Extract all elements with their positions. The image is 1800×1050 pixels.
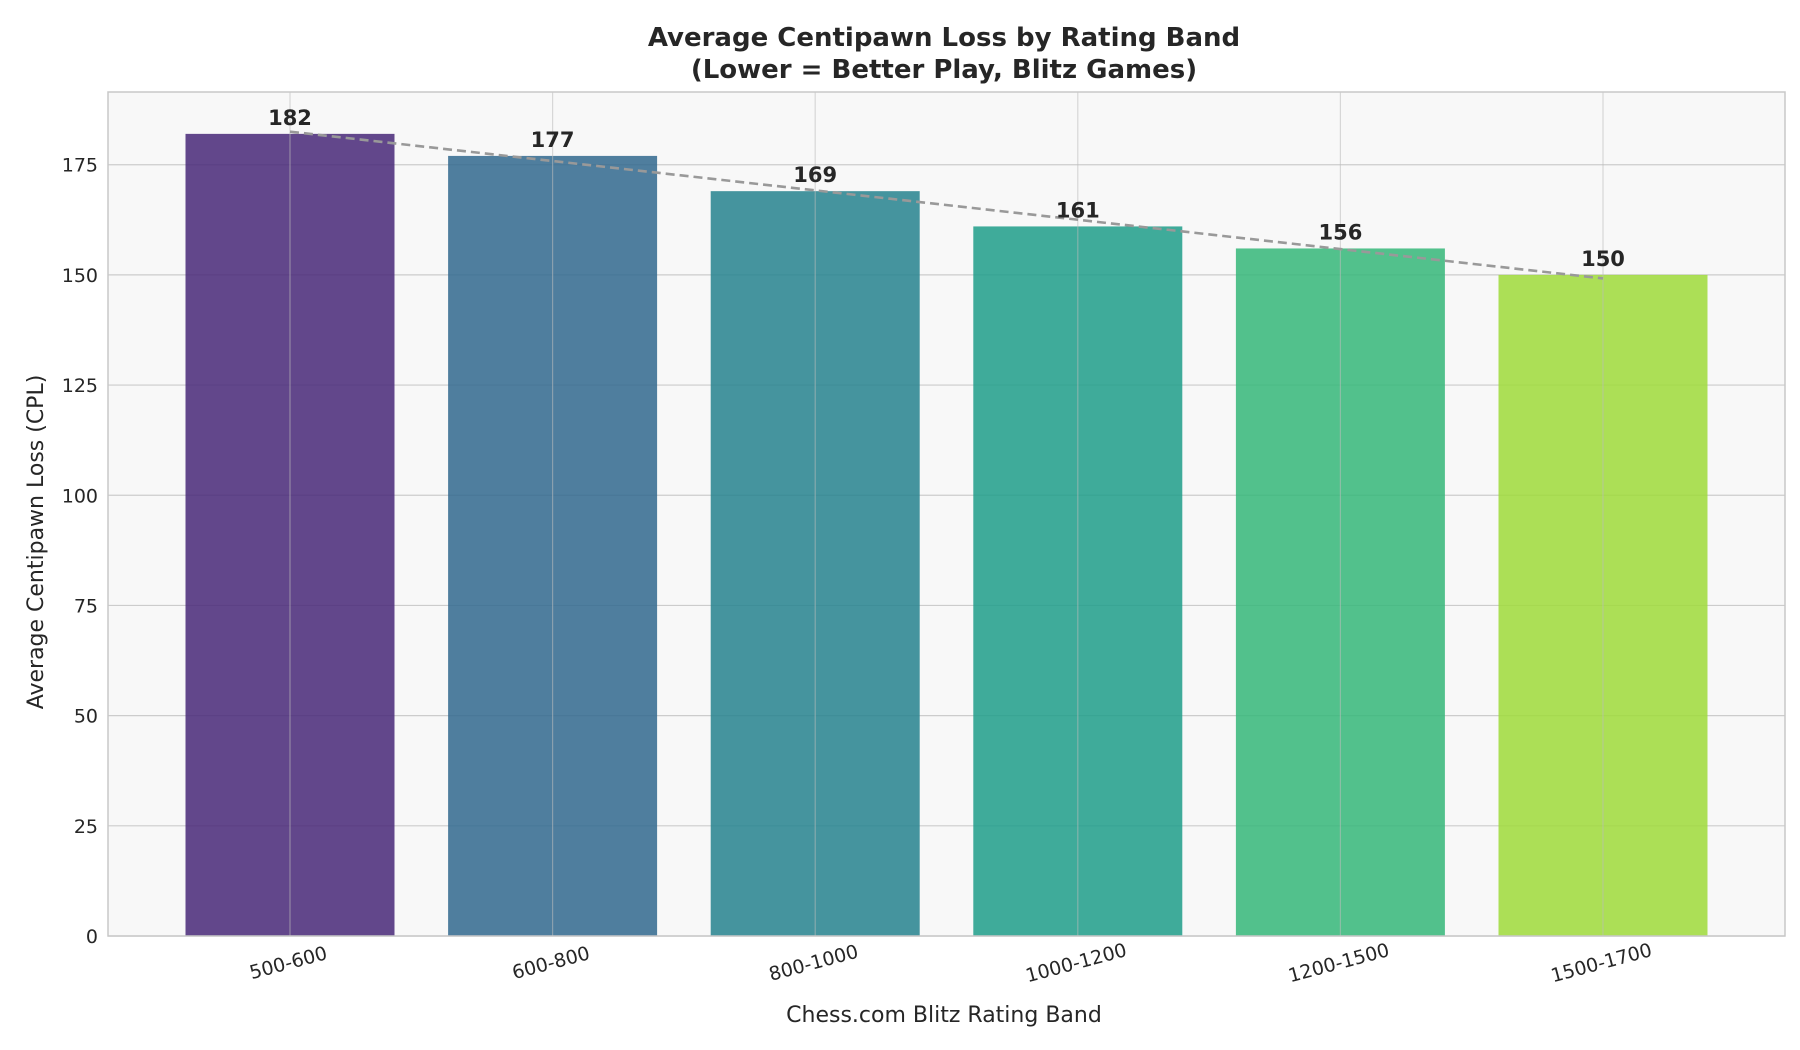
x-tick-label: 800-1000 [767, 941, 861, 986]
y-tick-label: 175 [62, 155, 98, 177]
x-tick-label: 600-800 [510, 942, 592, 984]
value-label: 169 [793, 163, 837, 187]
y-tick-label: 25 [74, 816, 98, 838]
vertical-grid [289, 92, 1604, 936]
value-label: 177 [531, 128, 575, 152]
y-ticks: 0 25 50 75 100 125 150 175 [62, 155, 98, 948]
x-ticks: 500-600 600-800 800-1000 1000-1200 1200-1500… [247, 939, 1654, 987]
x-tick-label: 1000-1200 [1023, 939, 1129, 987]
trend-line-group [289, 130, 1604, 280]
plot-frame [107, 91, 1786, 937]
y-tick-label: 50 [74, 706, 98, 728]
value-label: 156 [1318, 220, 1362, 244]
y-tick-label: 100 [62, 485, 98, 507]
y-axis-label: Average Centipawn Loss (CPL) [24, 375, 49, 710]
trend-line [289, 130, 1604, 280]
chart-title-line1: Average Centipawn Loss by Rating Band [648, 23, 1240, 53]
y-tick-label: 125 [62, 375, 98, 397]
x-tick-label: 1500-1700 [1549, 939, 1655, 987]
value-label: 182 [268, 106, 312, 130]
y-tick-label: 75 [74, 595, 98, 617]
value-labels: 182 177 169 161 156 150 [268, 106, 1625, 271]
y-tick-label: 150 [62, 265, 98, 287]
chart-title-line2: (Lower = Better Play, Blitz Games) [691, 55, 1197, 85]
x-axis-label: Chess.com Blitz Rating Band [786, 1003, 1102, 1028]
x-tick-label: 1200-1500 [1286, 939, 1392, 987]
x-tick-label: 500-600 [247, 942, 329, 984]
value-label: 161 [1056, 198, 1100, 222]
y-tick-label: 0 [86, 926, 98, 948]
value-label: 150 [1581, 247, 1625, 271]
